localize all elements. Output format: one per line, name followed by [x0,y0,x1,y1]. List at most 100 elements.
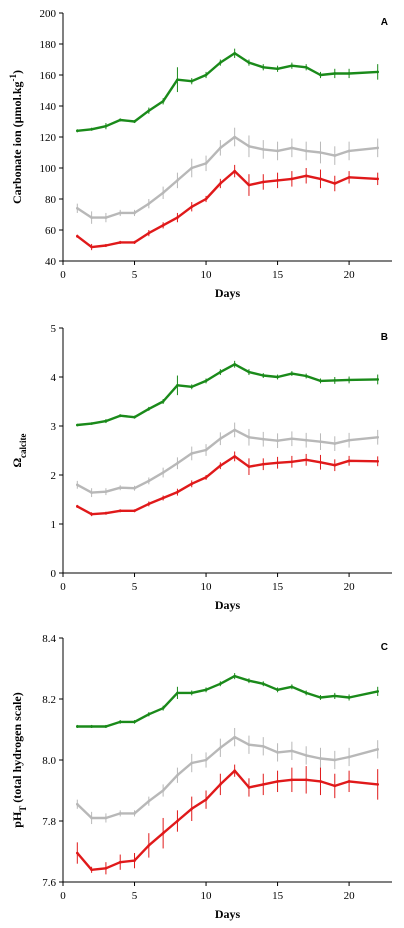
data-point [76,725,79,728]
data-point [276,780,279,783]
data-point [347,72,351,75]
data-point [290,372,294,375]
y-tick-label: 120 [40,132,57,144]
data-point [319,780,322,783]
y-tick-label: 100 [40,163,57,175]
data-point [333,182,337,185]
data-point [233,362,236,366]
chart-panel-a: 40 60 80 100 120 140 160 180 200 0 5 10 15 20 Days A Car… [8,8,392,300]
data-point [118,211,122,215]
data-point [161,400,165,403]
data-point [304,458,308,462]
data-point [118,414,122,418]
data-point [147,202,151,205]
data-point [219,783,222,786]
data-point [190,205,194,209]
data-point [261,682,265,686]
data-point [233,52,236,55]
data-point [133,241,136,244]
data-point [204,798,208,801]
data-point [261,462,265,466]
data-point [104,490,108,493]
y-tick-label: 7.8 [42,816,56,828]
series-red [76,764,379,875]
data-point [161,831,165,835]
data-point [76,851,79,855]
y-axis-title-part: pH [10,811,24,828]
y-tick-label: 8.2 [42,694,56,706]
data-point [233,135,236,139]
y-tick-label: 0 [51,568,57,580]
data-point [319,460,322,464]
y-axis-title: Carbonate ion (µmol.kg-1) [8,70,24,204]
data-point [176,691,179,695]
data-point [276,461,279,465]
data-point [118,118,122,122]
data-point [76,234,79,238]
data-point [118,860,122,864]
data-point [276,67,279,71]
data-point [190,761,194,765]
x-tick-label: 5 [132,269,138,281]
x-tick-label: 5 [132,581,138,593]
data-point [104,124,108,128]
data-point [247,679,251,682]
data-point [376,748,379,751]
y-tick-label: 80 [45,194,57,206]
data-point [219,370,222,374]
data-point [76,802,79,806]
series-line [76,769,379,871]
data-point [133,720,136,724]
data-point [90,216,93,219]
data-point [233,769,236,772]
data-point [347,780,351,783]
y-tick-label: 7.6 [42,877,56,889]
data-point [204,448,208,452]
data-point [319,757,322,760]
data-point [204,688,208,692]
data-point [133,812,136,815]
data-point [319,177,322,181]
y-tick-label: 3 [51,421,57,433]
x-tick-label: 20 [344,890,356,902]
data-point [76,483,79,487]
data-point [376,70,379,74]
data-point [333,463,337,467]
data-point [376,146,379,150]
data-point [333,758,337,762]
data-point [247,370,251,374]
data-point [376,690,379,693]
y-tick-label: 40 [45,256,57,268]
data-point [90,422,93,425]
data-point [276,439,279,443]
data-point [147,712,151,716]
data-point [247,786,251,789]
data-point [376,378,379,381]
data-point [233,169,236,173]
panel-label: A [381,17,388,28]
data-point [190,452,194,455]
data-point [376,459,379,463]
data-point [118,812,122,815]
y-axis-title-part: Carbonate ion (µmol.kg [10,81,24,204]
data-point [90,127,93,131]
chart-panel-b: 0 1 2 3 4 5 0 5 10 15 20 Days B Ωcalcite [10,323,392,612]
data-point [76,505,79,508]
data-point [319,440,322,443]
data-point [261,148,265,151]
data-point [247,145,251,148]
data-point [276,179,279,182]
data-point [290,146,294,150]
data-point [290,437,294,441]
data-point [319,696,322,699]
data-point [290,685,294,689]
data-point [147,109,151,112]
data-point [333,72,337,75]
data-point [147,844,151,847]
data-point [147,502,151,506]
data-point [104,244,108,247]
x-tick-label: 15 [272,269,284,281]
data-point [76,423,79,427]
